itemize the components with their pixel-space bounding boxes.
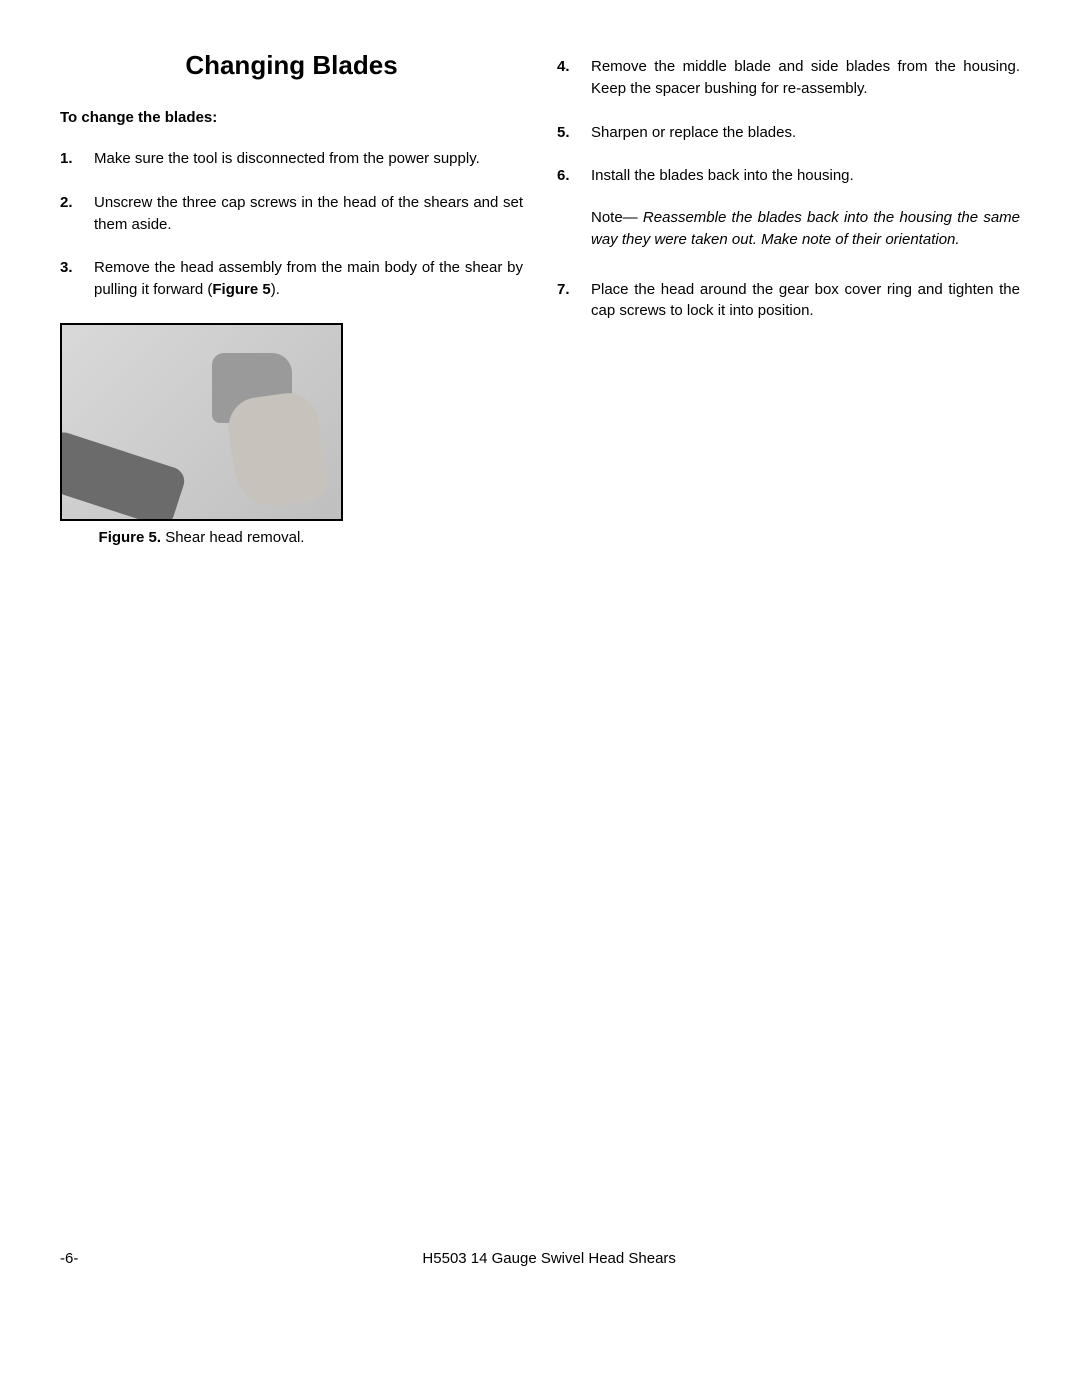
content-columns: Changing Blades To change the blades: 1.… xyxy=(60,50,1020,1337)
note-label: Note— xyxy=(591,209,643,226)
step-number: 2. xyxy=(60,192,94,236)
step-text: Unscrew the three cap screws in the head… xyxy=(94,192,523,236)
figure-caption-text: Shear head removal. xyxy=(161,529,304,546)
shear-body-shape xyxy=(60,429,188,521)
step-item: 3. Remove the head assembly from the mai… xyxy=(60,257,523,301)
page: Changing Blades To change the blades: 1.… xyxy=(60,50,1020,1337)
figure-caption: Figure 5. Shear head removal. xyxy=(60,529,343,546)
step-item: 4. Remove the middle blade and side blad… xyxy=(557,56,1020,100)
note-body: Reassemble the blades back into the hous… xyxy=(591,209,1020,248)
steps-left: 1. Make sure the tool is disconnected fr… xyxy=(60,148,523,301)
step-item: 7. Place the head around the gear box co… xyxy=(557,279,1020,323)
figure-image xyxy=(60,323,343,521)
hand-shape xyxy=(225,389,329,510)
step-number: 7. xyxy=(557,279,591,323)
step-item: 2. Unscrew the three cap screws in the h… xyxy=(60,192,523,236)
steps-right: 4. Remove the middle blade and side blad… xyxy=(557,56,1020,322)
figure-label: Figure 5. xyxy=(99,529,162,546)
step-number: 5. xyxy=(557,122,591,144)
step-text: Sharpen or replace the blades. xyxy=(591,122,1020,144)
step-number: 4. xyxy=(557,56,591,100)
step-number: 6. xyxy=(557,165,591,256)
step-text: Remove the middle blade and side blades … xyxy=(591,56,1020,100)
page-number: -6- xyxy=(60,1250,78,1267)
document-title: H5503 14 Gauge Swivel Head Shears xyxy=(60,1250,1020,1267)
subheading: To change the blades: xyxy=(60,109,523,126)
step-item: 1. Make sure the tool is disconnected fr… xyxy=(60,148,523,170)
step-text: Make sure the tool is disconnected from … xyxy=(94,148,523,170)
step-note: Note— Reassemble the blades back into th… xyxy=(591,207,1020,251)
step-number: 3. xyxy=(60,257,94,301)
step-text: Install the blades back into the housing… xyxy=(591,165,1020,256)
step-text: Place the head around the gear box cover… xyxy=(591,279,1020,323)
step-text: Remove the head assembly from the main b… xyxy=(94,257,523,301)
section-title: Changing Blades xyxy=(60,50,523,81)
left-column: Changing Blades To change the blades: 1.… xyxy=(60,50,523,1337)
step-item: 6. Install the blades back into the hous… xyxy=(557,165,1020,256)
right-column: 4. Remove the middle blade and side blad… xyxy=(557,50,1020,1337)
page-footer: -6- H5503 14 Gauge Swivel Head Shears xyxy=(60,1250,1020,1267)
step-item: 5. Sharpen or replace the blades. xyxy=(557,122,1020,144)
step-number: 1. xyxy=(60,148,94,170)
